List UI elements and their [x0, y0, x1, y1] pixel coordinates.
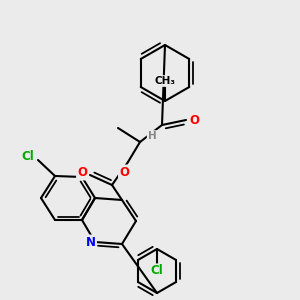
Text: N: N	[86, 236, 96, 248]
Text: Cl: Cl	[22, 149, 34, 163]
Text: Cl: Cl	[151, 265, 164, 278]
Text: O: O	[119, 166, 129, 178]
Text: H: H	[148, 131, 156, 141]
Text: CH₃: CH₃	[154, 76, 176, 86]
Text: O: O	[77, 167, 87, 179]
Text: O: O	[189, 113, 199, 127]
